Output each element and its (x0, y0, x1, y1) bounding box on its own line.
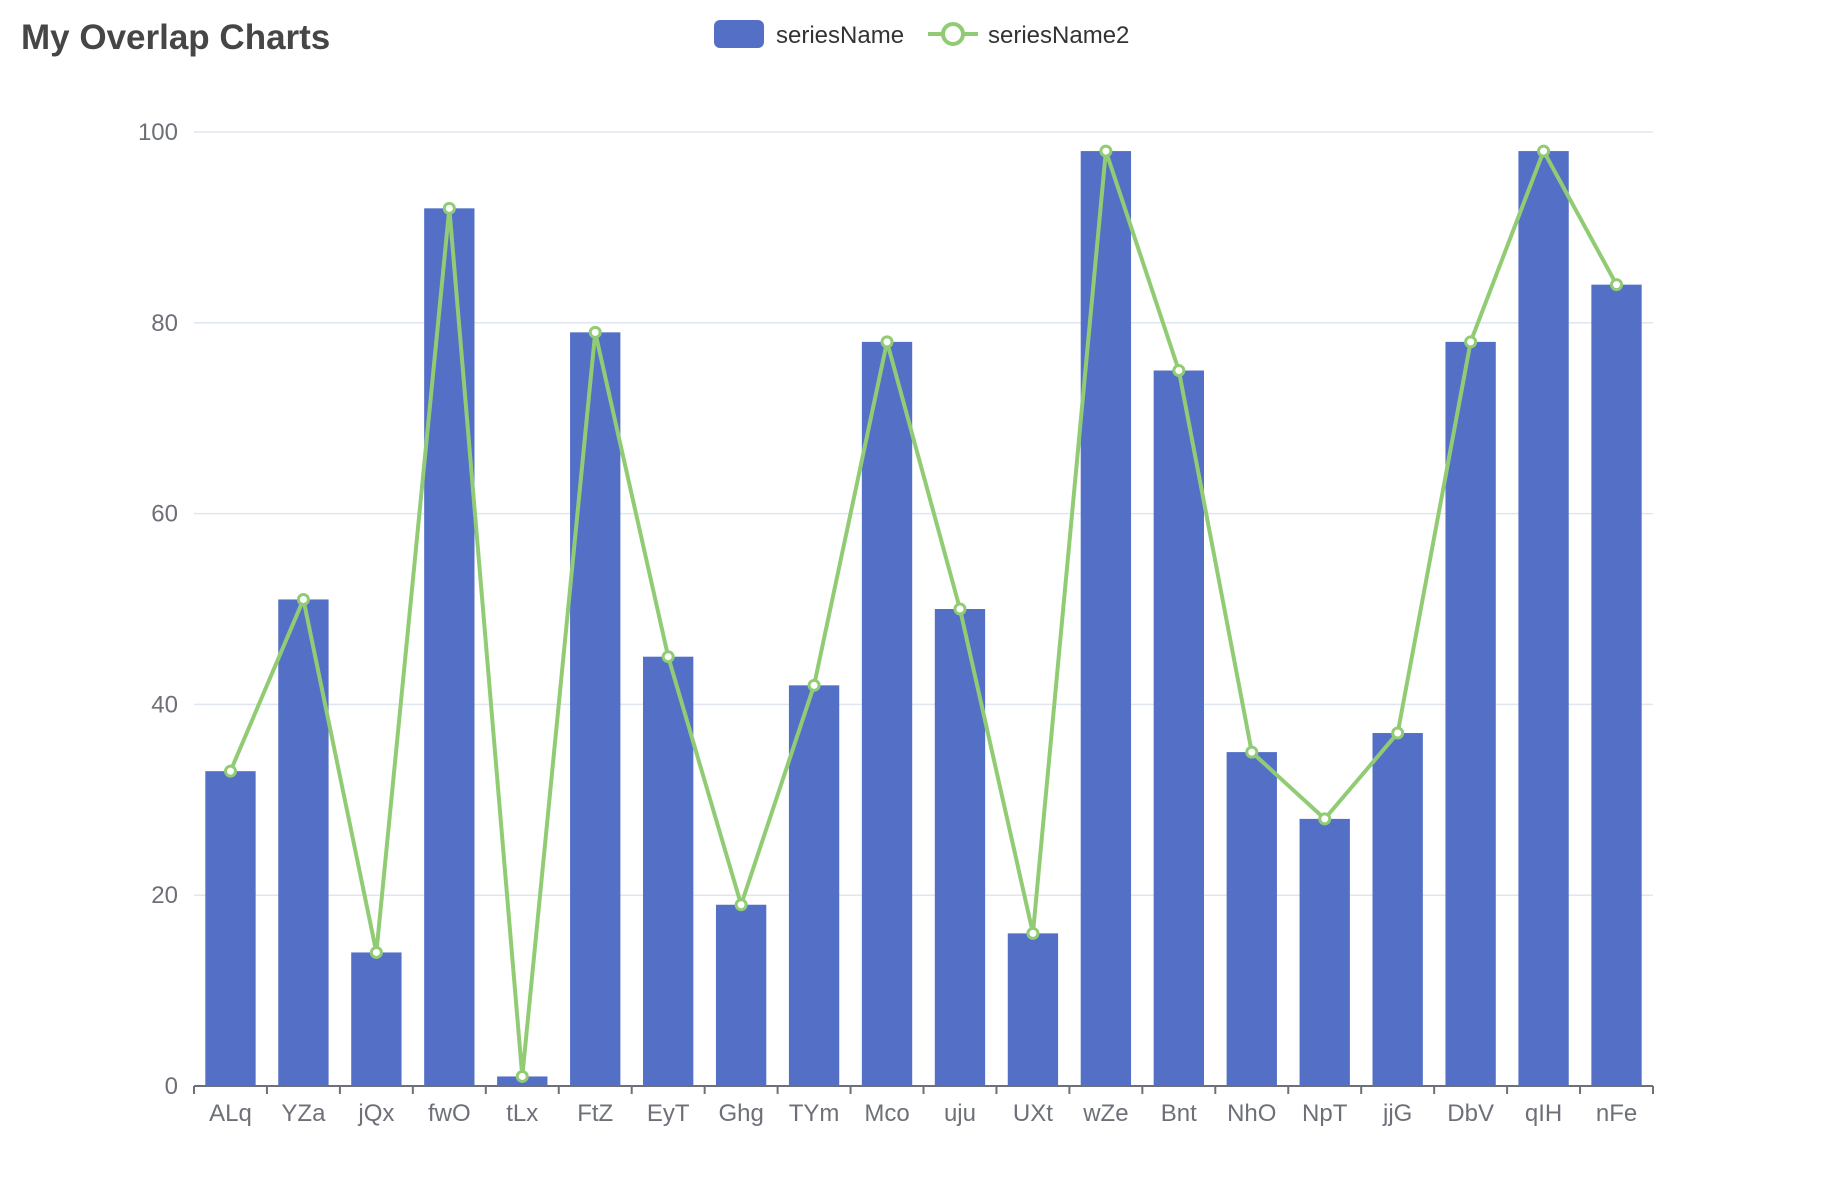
bar[interactable] (1299, 818, 1350, 1086)
legend-item-series-1[interactable]: seriesName (714, 20, 904, 49)
y-tick-label: 20 (151, 882, 178, 909)
legend-swatch-marker (941, 22, 965, 46)
legend-item-series-2[interactable]: seriesName2 (928, 22, 1129, 49)
x-tick-label: TYm (789, 1100, 840, 1127)
x-tick-label: EyT (647, 1100, 690, 1127)
line-point[interactable] (588, 325, 602, 339)
bar[interactable] (278, 599, 329, 1086)
y-tick-label: 0 (165, 1073, 178, 1100)
x-tick-label: FtZ (577, 1100, 613, 1127)
y-tick-label: 80 (151, 310, 178, 337)
x-tick-label: qIH (1525, 1100, 1562, 1127)
x-axis: ALq YZa jQx fwO tLx FtZ EyT Ghg TYm Mco uju UXt wZe B… (193, 1085, 1654, 1127)
bar[interactable] (1226, 752, 1277, 1086)
line-point[interactable] (1026, 926, 1040, 940)
line-point[interactable] (807, 678, 821, 692)
x-tick-label: Bnt (1161, 1100, 1197, 1127)
line-point[interactable] (1610, 278, 1624, 292)
x-tick-label: jQx (357, 1100, 394, 1127)
y-gridlines (194, 131, 1653, 896)
bar[interactable] (1372, 733, 1423, 1086)
line-point[interactable] (1099, 144, 1113, 158)
line-point[interactable] (515, 1069, 529, 1083)
line-point[interactable] (734, 898, 748, 912)
bar[interactable] (643, 656, 694, 1086)
y-tick-label: 100 (138, 119, 178, 146)
bar[interactable] (788, 685, 840, 1086)
legend-label: seriesName2 (988, 22, 1129, 49)
line-point[interactable] (661, 650, 675, 664)
line-point[interactable] (1245, 745, 1259, 759)
x-tick-label: DbV (1447, 1100, 1494, 1127)
x-tick-label: fwO (428, 1100, 471, 1127)
bar-series (205, 151, 1642, 1087)
x-tick-label: NpT (1302, 1100, 1348, 1127)
chart-title: My Overlap Charts (21, 18, 330, 57)
bar[interactable] (715, 904, 767, 1086)
line-point[interactable] (296, 592, 310, 606)
bar[interactable] (424, 208, 475, 1086)
line-point[interactable] (223, 764, 237, 778)
x-tick-label: wZe (1082, 1100, 1128, 1127)
line-point[interactable] (1464, 335, 1478, 349)
bar[interactable] (1153, 370, 1204, 1087)
x-tick-label: UXt (1013, 1100, 1053, 1127)
bar[interactable] (861, 341, 913, 1086)
x-tick-label: ALq (209, 1100, 252, 1127)
line-point[interactable] (1391, 726, 1405, 740)
bar[interactable] (570, 332, 621, 1087)
x-tick-label: Mco (864, 1100, 909, 1127)
x-tick-label: YZa (281, 1100, 326, 1127)
line-point[interactable] (1172, 364, 1186, 377)
bar[interactable] (1080, 151, 1132, 1086)
line-point[interactable] (953, 602, 967, 616)
x-tick-label: jjG (1382, 1100, 1412, 1127)
line-point[interactable] (369, 945, 383, 959)
line-point[interactable] (1537, 144, 1551, 158)
bar[interactable] (351, 952, 402, 1086)
x-tick-label: Ghg (718, 1100, 763, 1127)
y-tick-label: 60 (151, 501, 178, 528)
bar[interactable] (1007, 933, 1059, 1086)
line-point[interactable] (1318, 812, 1332, 826)
bar[interactable] (205, 771, 256, 1086)
line-point[interactable] (880, 335, 894, 349)
line-point[interactable] (442, 201, 456, 215)
x-tick-label: tLx (506, 1100, 538, 1127)
legend-label: seriesName (776, 22, 904, 49)
x-tick-label: uju (944, 1100, 976, 1127)
legend: seriesName seriesName2 (714, 20, 1129, 49)
bar[interactable] (1518, 151, 1569, 1086)
x-tick-label: nFe (1596, 1100, 1637, 1127)
x-tick-label: NhO (1227, 1100, 1276, 1127)
legend-swatch-bar (714, 20, 764, 48)
line-series (223, 144, 1624, 1083)
y-axis: 0 20 40 60 80 100 (138, 119, 178, 1100)
bar[interactable] (1591, 284, 1642, 1086)
y-tick-label: 40 (151, 691, 178, 718)
series-line (228, 149, 1619, 1079)
bar[interactable] (1445, 341, 1496, 1086)
